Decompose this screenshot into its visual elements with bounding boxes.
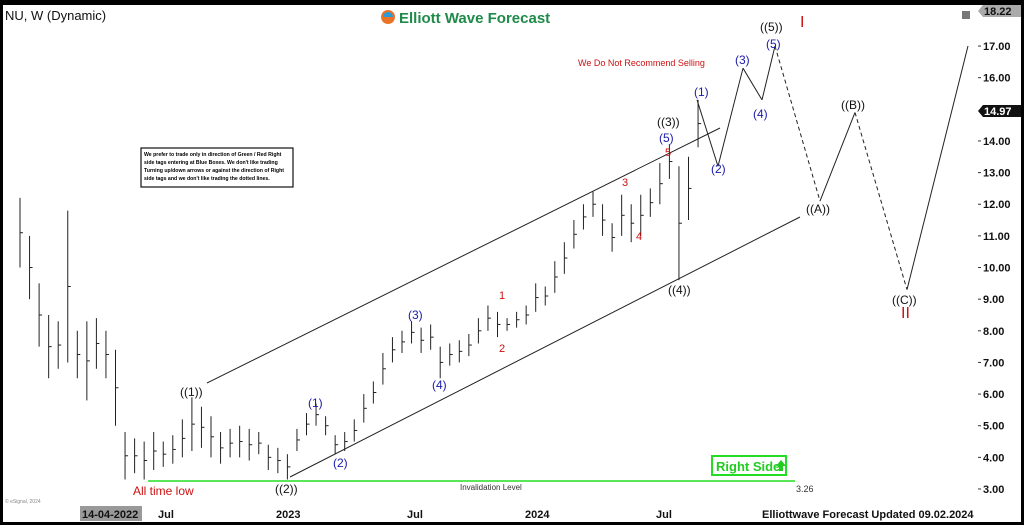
svg-text:((2)): ((2)) <box>275 482 298 496</box>
invalidation-value: 3.26 <box>796 484 814 494</box>
x-tick: 2024 <box>525 509 550 521</box>
brand-logo: Elliott Wave Forecast <box>381 10 550 27</box>
right-side-badge: Right Side <box>711 455 787 476</box>
high-price-tag: 18.22 <box>978 5 1021 18</box>
x-tick: 2023 <box>276 509 300 521</box>
time-axis[interactable]: 14-04-2022 Jul 2023 Jul 2024 Jul Elliott… <box>3 505 1021 522</box>
notice-box: We prefer to trade only in direction of … <box>140 147 294 188</box>
svg-text:(4): (4) <box>432 378 447 392</box>
y-tick-label: 5.00 <box>983 421 1004 433</box>
y-tick-label: 11.00 <box>983 231 1010 243</box>
copyright: © eSignal, 2024 <box>5 498 41 505</box>
svg-text:(4): (4) <box>753 107 768 121</box>
y-tick-label: 17.00 <box>983 41 1011 53</box>
all-time-low-label: All time low <box>133 484 194 498</box>
svg-text:(3): (3) <box>408 308 423 322</box>
svg-text:Turning up/down arrows or agai: Turning up/down arrows or against the di… <box>144 168 284 174</box>
projection-segment <box>774 45 821 202</box>
y-tick-label: 4.00 <box>983 452 1004 464</box>
y-tick-label: 6.00 <box>983 389 1004 401</box>
price-axis[interactable]: 3.00 4.00 5.00 6.00 7.00 8.00 9.00 10.00 11.00 12… <box>978 5 1021 505</box>
svg-text:((1)): ((1)) <box>180 385 203 399</box>
roman-label-i: I <box>800 14 804 31</box>
projection-segment <box>742 67 763 101</box>
y-tick-label: 12.00 <box>983 199 1011 211</box>
svg-text:2: 2 <box>499 343 505 355</box>
svg-text:We prefer to trade only in dir: We prefer to trade only in direction of … <box>144 152 282 158</box>
svg-text:(5): (5) <box>659 131 674 145</box>
y-tick-label: 14.00 <box>983 136 1011 148</box>
projection-segment <box>906 45 969 290</box>
y-tick-label: 8.00 <box>983 326 1004 338</box>
svg-text:side tags and we don't like tr: side tags and we don't like trading the … <box>144 176 270 182</box>
y-tick-label: 9.00 <box>983 294 1004 306</box>
svg-text:(5): (5) <box>766 37 781 51</box>
wave-labels-blue: (1) (2) (3) (4) (5) (1) (2) (3) (4) (5) <box>308 37 781 470</box>
y-tick-label: 13.00 <box>983 168 1011 180</box>
projection-segment <box>854 112 908 290</box>
projection-segment <box>696 99 719 167</box>
svg-text:Right Side: Right Side <box>716 459 780 474</box>
plot-area[interactable]: NU, W (Dynamic) Elliott Wave Forecast We… <box>3 5 978 505</box>
arrow-up-icon <box>776 460 786 471</box>
current-price-tag: 14.97 <box>978 105 1021 118</box>
y-tick-label: 3.00 <box>983 484 1004 496</box>
svg-text:((3)): ((3)) <box>657 115 680 129</box>
svg-text:((B)): ((B)) <box>841 98 865 112</box>
updated-label: Elliottwave Forecast Updated 09.02.2024 <box>762 509 974 521</box>
x-tick: Jul <box>158 509 174 521</box>
svg-text:side tags entering at Blue Box: side tags entering at Blue Boxes. We don… <box>144 160 278 166</box>
channel-upper-line <box>206 127 721 384</box>
invalidation-label: Invalidation Level <box>460 483 522 492</box>
y-tick-label: 16.00 <box>983 73 1011 85</box>
symbol-title: NU, W (Dynamic) <box>5 8 106 23</box>
brand-name: Elliott Wave Forecast <box>399 10 550 27</box>
svg-text:14.97: 14.97 <box>984 106 1012 118</box>
svg-text:5: 5 <box>665 147 671 159</box>
wave-labels-black: ((1)) ((2)) ((3)) ((4)) ((5)) ((A)) ((B)… <box>180 20 917 496</box>
x-tick: Jul <box>407 509 423 521</box>
x-tick-start: 14-04-2022 <box>82 509 138 521</box>
svg-text:(2): (2) <box>333 456 348 470</box>
x-tick: Jul <box>656 509 672 521</box>
projection-segment <box>761 45 776 100</box>
svg-text:(1): (1) <box>694 85 709 99</box>
svg-text:18.22: 18.22 <box>984 6 1012 18</box>
svg-text:1: 1 <box>499 290 505 302</box>
roman-label-ii: II <box>901 305 910 322</box>
svg-text:(1): (1) <box>308 396 323 410</box>
svg-text:((4)): ((4)) <box>668 283 691 297</box>
maximize-icon[interactable] <box>962 11 970 19</box>
channel-lower-line <box>289 216 801 478</box>
projection-path <box>696 45 969 290</box>
wave-labels-red: 1 2 3 4 5 <box>499 147 671 355</box>
svg-text:((C)): ((C)) <box>892 293 917 307</box>
projection-segment <box>717 68 744 167</box>
svg-text:(2): (2) <box>711 162 726 176</box>
svg-text:(3): (3) <box>735 53 750 67</box>
svg-text:((A)): ((A)) <box>806 202 830 216</box>
svg-text:3: 3 <box>622 177 628 189</box>
projection-segment <box>819 112 856 202</box>
y-tick-label: 10.00 <box>983 263 1011 275</box>
warning-text: We Do Not Recommend Selling <box>578 58 705 68</box>
svg-text:((5)): ((5)) <box>760 20 783 34</box>
price-bars <box>19 99 702 480</box>
svg-text:4: 4 <box>636 231 642 243</box>
price-chart: NU, W (Dynamic) Elliott Wave Forecast We… <box>5 8 970 505</box>
y-tick-label: 7.00 <box>983 357 1004 369</box>
